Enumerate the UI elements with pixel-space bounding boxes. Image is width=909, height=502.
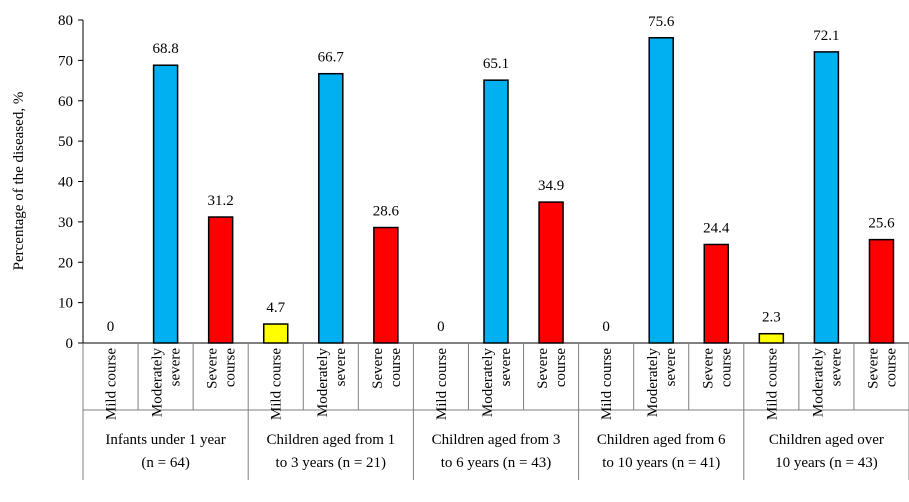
bar-moderate	[483, 79, 509, 344]
value-label: 2.3	[762, 310, 781, 326]
y-tick-label: 10	[58, 296, 73, 312]
category-label-line: Moderately	[810, 348, 826, 418]
bar-moderate	[813, 51, 840, 344]
category-label: Moderately severe	[810, 348, 844, 418]
category-label-line: Severe	[535, 348, 551, 389]
y-tick-label: 30	[58, 215, 73, 231]
category-label: Moderately severe	[645, 348, 679, 418]
bar-severe	[373, 226, 399, 344]
value-label: 65.1	[483, 56, 509, 72]
category-label: Severe course	[370, 348, 404, 389]
y-tick-label: 0	[66, 336, 74, 352]
category-label-line: Severe	[700, 348, 716, 389]
category-label-line: Mild course	[104, 348, 120, 420]
value-label: 66.7	[318, 50, 345, 66]
category-label-line: Severe	[370, 348, 386, 389]
category-label: Mild course	[599, 348, 615, 420]
bar-moderate	[648, 37, 674, 344]
value-label: 31.2	[208, 193, 234, 209]
category-label-line: Mild course	[269, 348, 285, 420]
y-tick-label: 20	[58, 255, 73, 271]
category-label-line: Mild course	[764, 348, 780, 420]
category-label-line: severe	[168, 348, 184, 387]
group-label-line: Children aged from 6	[597, 432, 726, 448]
category-label-line: Moderately	[150, 348, 166, 418]
value-labels: 0 68.8 31.2 4.7 66.7 28.6 0 65.1 34.9 0 75.6 24.4 2.…	[107, 14, 895, 335]
category-label: Moderately severe	[480, 348, 514, 418]
bar-severe	[868, 238, 895, 344]
category-label-line: severe	[498, 348, 514, 387]
bar-severe	[538, 201, 564, 344]
y-axis-title: Percentage of the diseased, %	[11, 92, 27, 271]
bar-mild	[262, 323, 289, 344]
category-label: Mild course	[434, 348, 450, 420]
bar-severe	[703, 243, 730, 344]
group-label-line: to 6 years (n = 43)	[441, 455, 552, 471]
group-label-line: to 10 years (n = 41)	[602, 455, 720, 471]
category-label: Severe course	[865, 348, 899, 389]
value-label: 68.8	[152, 41, 178, 57]
bar-moderate	[318, 72, 344, 344]
category-labels: Mild course Moderately severe Severe course M…	[104, 348, 900, 421]
value-label: 34.9	[538, 178, 564, 194]
group-label-line: (n = 64)	[141, 455, 189, 471]
category-label-line: course	[388, 348, 404, 387]
value-label: 72.1	[813, 28, 839, 44]
category-label: Severe course	[700, 348, 734, 389]
category-label-line: Mild course	[599, 348, 615, 420]
value-label: 0	[602, 319, 610, 335]
y-tick-label: 50	[58, 134, 73, 150]
value-label: 4.7	[266, 300, 285, 316]
category-label-line: course	[718, 348, 734, 387]
category-label: Mild course	[104, 348, 120, 420]
y-tick-label: 40	[58, 175, 73, 191]
category-label-line: Severe	[205, 348, 221, 389]
value-label: 28.6	[373, 204, 400, 220]
y-tick-label: 80	[58, 13, 73, 29]
y-tick-label: 70	[58, 53, 73, 69]
category-label-line: Moderately	[645, 348, 661, 418]
bars	[152, 37, 895, 344]
value-label: 75.6	[648, 14, 675, 30]
category-label-line: severe	[828, 348, 844, 387]
category-label-line: Moderately	[315, 348, 331, 418]
category-label-line: Moderately	[480, 348, 496, 418]
value-label: 0	[437, 319, 445, 335]
group-label-line: Children aged from 1	[266, 432, 395, 448]
group-label-line: Children aged over	[769, 432, 884, 448]
category-label: Moderately severe	[315, 348, 349, 418]
bar-mild	[758, 332, 785, 344]
group-labels: Infants under 1 year (n = 64) Children age…	[105, 432, 883, 471]
category-label-line: course	[223, 348, 239, 387]
value-label: 25.6	[868, 216, 895, 232]
bar-severe	[207, 216, 234, 344]
category-label-line: course	[883, 348, 899, 387]
category-label-line: severe	[333, 348, 349, 387]
group-label-line: to 3 years (n = 21)	[276, 455, 387, 471]
category-label-line: course	[553, 348, 569, 387]
value-label: 0	[107, 319, 115, 335]
category-label: Mild course	[269, 348, 285, 420]
category-label: Mild course	[764, 348, 780, 420]
category-label: Severe course	[205, 348, 239, 389]
value-label: 24.4	[703, 220, 730, 236]
group-label-line: 10 years (n = 43)	[775, 455, 878, 471]
category-label-line: Mild course	[434, 348, 450, 420]
y-tick-label: 60	[58, 94, 73, 110]
group-label-line: Children aged from 3	[432, 432, 561, 448]
y-axis-ticks: 0 10 20 30 40 50 60 70 80	[58, 13, 83, 352]
category-label-line: Severe	[865, 348, 881, 389]
group-label-line: Infants under 1 year	[105, 432, 225, 448]
category-label: Severe course	[535, 348, 569, 389]
bar-moderate	[152, 64, 179, 344]
category-label: Moderately severe	[150, 348, 184, 418]
category-label-line: severe	[663, 348, 679, 387]
